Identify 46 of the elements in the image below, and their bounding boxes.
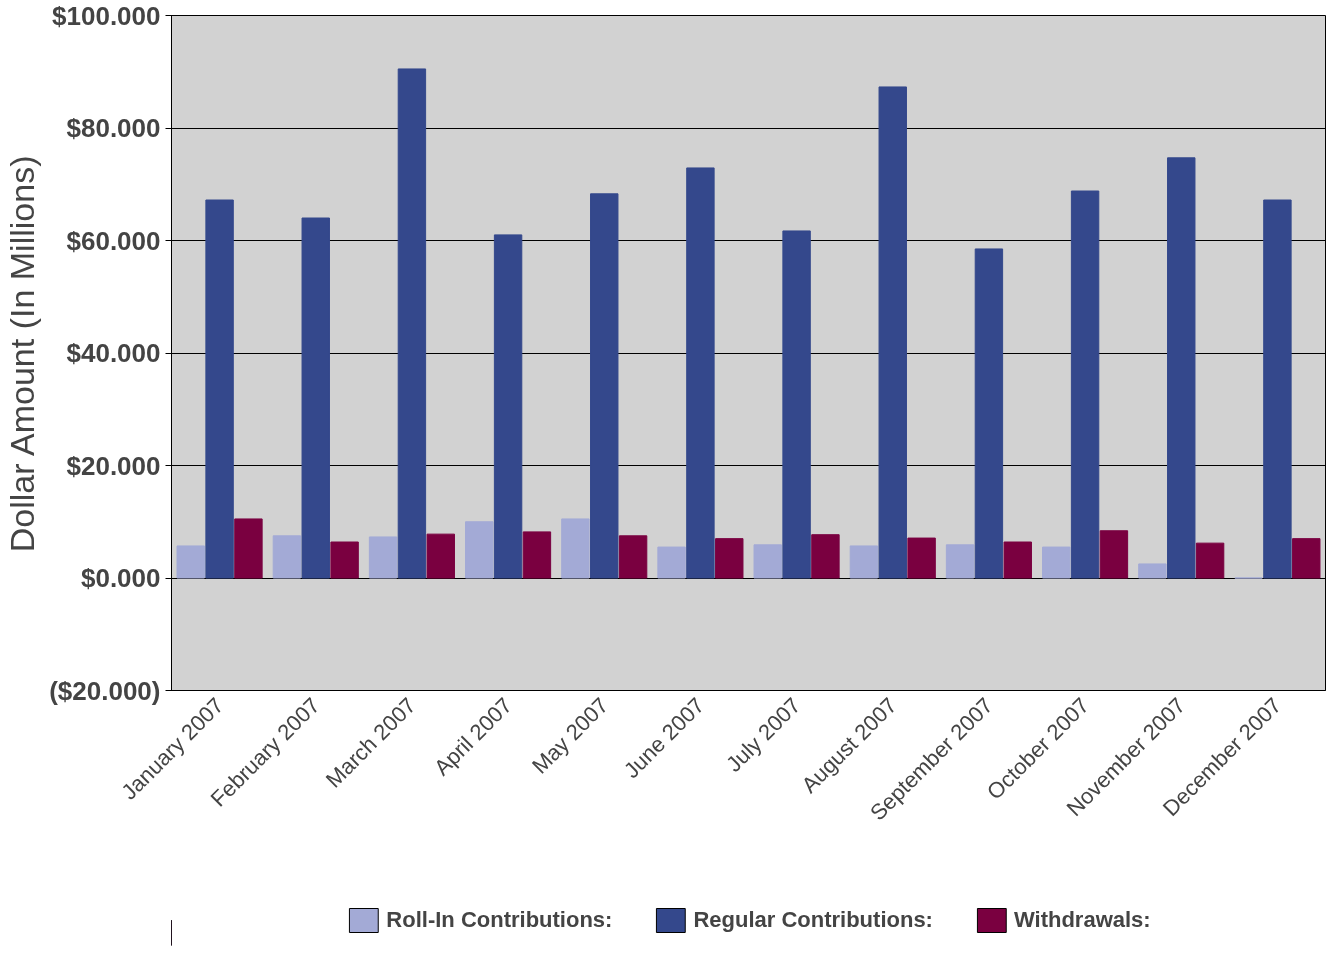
bar [234,518,263,579]
y-tick-label: $40.000 [66,338,161,368]
bar [878,86,907,579]
bar [715,538,744,579]
bar [1167,157,1196,579]
bar [657,546,686,579]
bar [811,534,840,579]
bar [945,544,975,579]
legend-label: Regular Contributions: [693,907,933,933]
y-tick-label: $60.000 [66,225,161,256]
bar [301,217,330,579]
bar [782,230,811,579]
bar [1263,199,1292,579]
bar [1195,542,1225,579]
bar [1292,538,1321,579]
bar [974,248,1004,579]
bar [561,518,590,579]
bar [205,199,234,579]
legend-label: Roll-In Contributions: [386,907,613,933]
bar [907,537,936,579]
y-tick-label: $0.000 [80,563,161,593]
bar [1070,190,1100,579]
bar [1099,530,1129,579]
bar [493,234,523,579]
bar [368,536,398,579]
bar [426,533,455,579]
bar [272,535,302,579]
y-tick-label: ($20.000) [49,675,161,706]
bar [590,193,619,579]
y-axis-title: Dollar Amount (In Millions) [3,155,42,553]
bar [1138,563,1167,579]
bar [1003,541,1032,579]
bar [397,68,427,579]
y-tick-label: $100.000 [52,0,161,31]
y-tick-label: $20.000 [66,450,161,481]
y-tick-label: $80.000 [66,113,161,143]
bar [849,545,879,579]
bar [618,535,648,579]
bar [753,544,782,579]
bar [176,545,205,579]
legend-label: Withdrawals: [1013,907,1151,933]
bar [686,167,715,579]
bar [465,521,494,579]
bar [522,531,552,579]
bar [1042,546,1071,579]
bar [330,541,359,579]
